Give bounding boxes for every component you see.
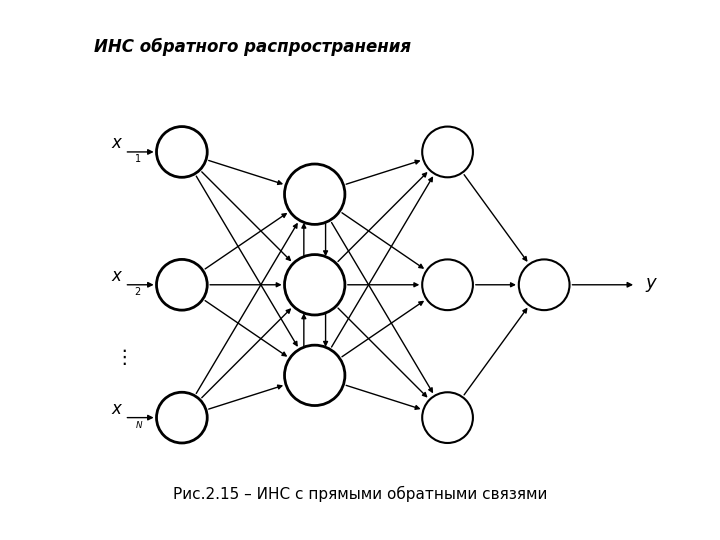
Circle shape	[284, 254, 345, 315]
Text: $_2$: $_2$	[134, 284, 141, 298]
Text: ИНС обратного распространения: ИНС обратного распространения	[94, 38, 410, 56]
Circle shape	[156, 259, 207, 310]
Text: $_1$: $_1$	[134, 151, 141, 165]
Text: $x$: $x$	[111, 267, 123, 285]
Circle shape	[284, 164, 345, 225]
Text: $\vdots$: $\vdots$	[114, 347, 126, 367]
Circle shape	[422, 259, 473, 310]
Circle shape	[284, 345, 345, 406]
Text: $x$: $x$	[111, 400, 123, 417]
Circle shape	[156, 392, 207, 443]
Circle shape	[422, 126, 473, 177]
Text: $x$: $x$	[111, 134, 123, 152]
Circle shape	[519, 259, 570, 310]
Circle shape	[156, 126, 207, 177]
Text: $_N$: $_N$	[135, 418, 143, 431]
Text: $y$: $y$	[645, 276, 658, 294]
Text: Рис.2.15 – ИНС с прямыми обратными связями: Рис.2.15 – ИНС с прямыми обратными связя…	[173, 486, 547, 502]
Circle shape	[422, 392, 473, 443]
